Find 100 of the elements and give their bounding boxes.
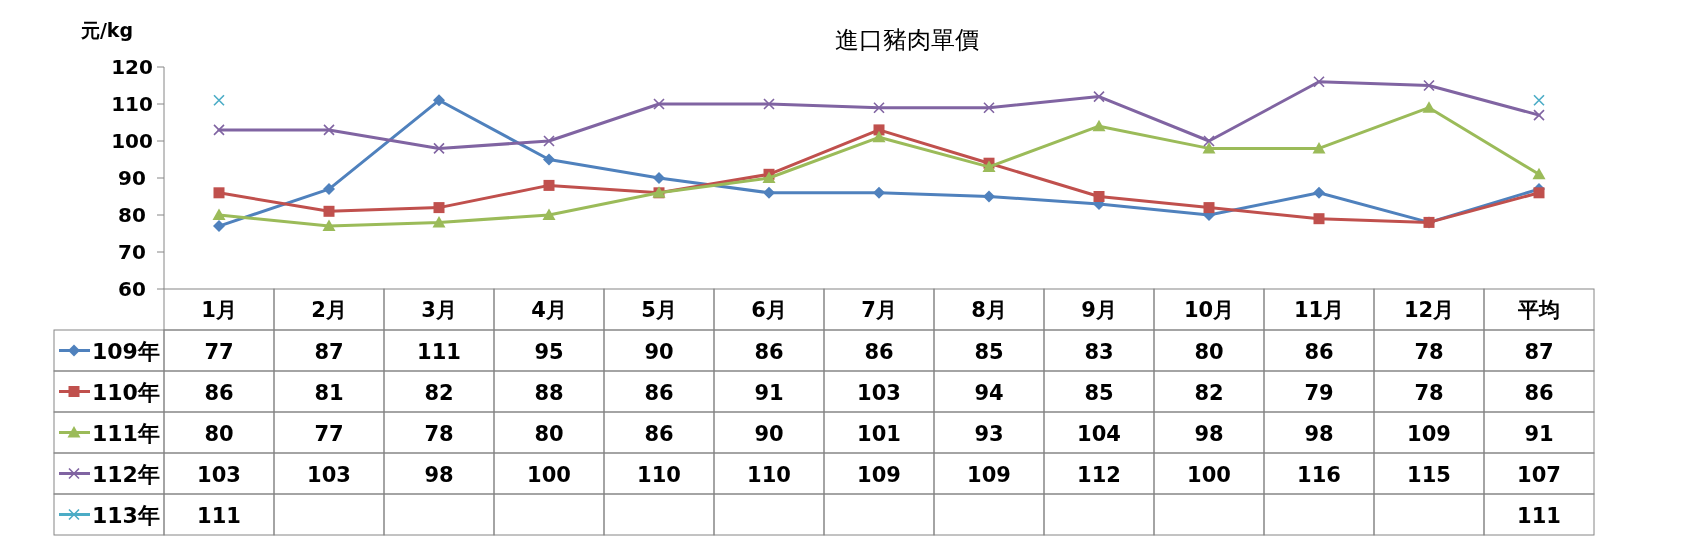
point bbox=[213, 94, 225, 107]
data-label: 111 bbox=[1517, 503, 1561, 528]
legend-label: 109年 bbox=[92, 338, 160, 364]
data-label: 109 bbox=[1407, 421, 1451, 446]
data-label: 85 bbox=[974, 339, 1004, 364]
x-tick-label: 4月 bbox=[531, 298, 567, 322]
y-tick-label: 80 bbox=[118, 203, 146, 227]
point bbox=[873, 101, 885, 114]
point bbox=[323, 124, 335, 136]
data-label: 110 bbox=[747, 462, 791, 487]
y-tick-label: 110 bbox=[111, 92, 153, 116]
point bbox=[1093, 90, 1105, 103]
point bbox=[543, 135, 555, 147]
data-label: 80 bbox=[1194, 339, 1224, 364]
point bbox=[1533, 187, 1545, 199]
data-label: 100 bbox=[1187, 462, 1231, 487]
point bbox=[983, 190, 995, 203]
data-label: 86 bbox=[204, 380, 234, 405]
point bbox=[323, 205, 335, 217]
data-label: 78 bbox=[424, 421, 454, 446]
data-label: 115 bbox=[1407, 462, 1451, 487]
point bbox=[1313, 76, 1325, 88]
x-tick-label: 12月 bbox=[1403, 298, 1455, 322]
point bbox=[433, 94, 445, 107]
data-label: 100 bbox=[527, 462, 571, 487]
data-label: 81 bbox=[314, 380, 344, 405]
data-label: 98 bbox=[1194, 421, 1224, 446]
data-label: 91 bbox=[754, 380, 784, 405]
data-label: 86 bbox=[864, 339, 894, 364]
data-label: 95 bbox=[534, 339, 564, 364]
point bbox=[432, 215, 446, 228]
point bbox=[1533, 94, 1545, 107]
data-label: 111 bbox=[417, 339, 461, 364]
data-label: 86 bbox=[644, 380, 674, 405]
point bbox=[1422, 101, 1436, 113]
data-label: 103 bbox=[857, 380, 901, 405]
point bbox=[1533, 109, 1545, 121]
data-label: 90 bbox=[644, 339, 674, 364]
x-tick-label: 7月 bbox=[861, 298, 897, 322]
y-tick-label: 90 bbox=[118, 166, 146, 190]
x-tick-label: 1月 bbox=[201, 298, 237, 322]
data-label: 107 bbox=[1517, 462, 1561, 487]
data-label: 94 bbox=[974, 380, 1004, 405]
point bbox=[653, 172, 665, 184]
data-label: 101 bbox=[857, 421, 901, 446]
data-label: 104 bbox=[1077, 421, 1121, 446]
y-tick-label: 60 bbox=[118, 277, 146, 301]
y-tick-label: 100 bbox=[111, 129, 153, 153]
data-label: 112 bbox=[1077, 462, 1121, 487]
x-tick-label: 3月 bbox=[421, 298, 457, 322]
point bbox=[212, 208, 226, 220]
point bbox=[543, 179, 555, 191]
point bbox=[213, 124, 225, 136]
x-tick-label: 平均 bbox=[1517, 298, 1560, 322]
x-tick-label: 2月 bbox=[311, 298, 347, 322]
data-label: 79 bbox=[1304, 380, 1334, 405]
data-label: 88 bbox=[534, 380, 564, 405]
data-label: 86 bbox=[644, 421, 674, 446]
y-tick-label: 120 bbox=[111, 55, 153, 79]
data-label: 111 bbox=[197, 503, 241, 528]
data-label: 86 bbox=[754, 339, 784, 364]
y-tick-label: 70 bbox=[118, 240, 146, 264]
point bbox=[763, 186, 775, 199]
point bbox=[1532, 167, 1546, 180]
data-label: 103 bbox=[307, 462, 351, 487]
data-label: 82 bbox=[1194, 380, 1224, 405]
point bbox=[323, 183, 335, 196]
data-label: 86 bbox=[1304, 339, 1334, 364]
point bbox=[542, 208, 556, 220]
point bbox=[1313, 213, 1325, 225]
point bbox=[1092, 119, 1106, 132]
data-label: 109 bbox=[967, 462, 1011, 487]
point bbox=[1203, 202, 1215, 214]
point bbox=[433, 142, 445, 155]
data-label: 116 bbox=[1297, 462, 1341, 487]
data-label: 98 bbox=[1304, 421, 1334, 446]
point bbox=[1423, 79, 1435, 92]
data-label: 80 bbox=[204, 421, 234, 446]
point bbox=[983, 101, 995, 114]
data-label: 77 bbox=[314, 421, 344, 446]
legend-label: 110年 bbox=[92, 379, 160, 405]
point bbox=[1203, 135, 1215, 147]
data-label: 83 bbox=[1084, 339, 1114, 364]
x-tick-label: 11月 bbox=[1293, 298, 1345, 322]
legend-label: 111年 bbox=[92, 420, 160, 446]
data-label: 98 bbox=[424, 462, 454, 487]
data-label: 103 bbox=[197, 462, 241, 487]
data-label: 77 bbox=[204, 339, 234, 364]
data-label: 86 bbox=[1524, 380, 1554, 405]
point bbox=[322, 219, 336, 232]
point bbox=[543, 153, 555, 166]
x-tick-label: 10月 bbox=[1183, 298, 1235, 322]
data-label: 78 bbox=[1414, 339, 1444, 364]
x-tick-label: 8月 bbox=[971, 298, 1007, 322]
point bbox=[213, 220, 225, 233]
data-label: 82 bbox=[424, 380, 454, 405]
data-label: 85 bbox=[1084, 380, 1114, 405]
data-label: 78 bbox=[1414, 380, 1444, 405]
y-axis-title: 元/kg bbox=[79, 19, 134, 41]
point bbox=[872, 130, 886, 143]
